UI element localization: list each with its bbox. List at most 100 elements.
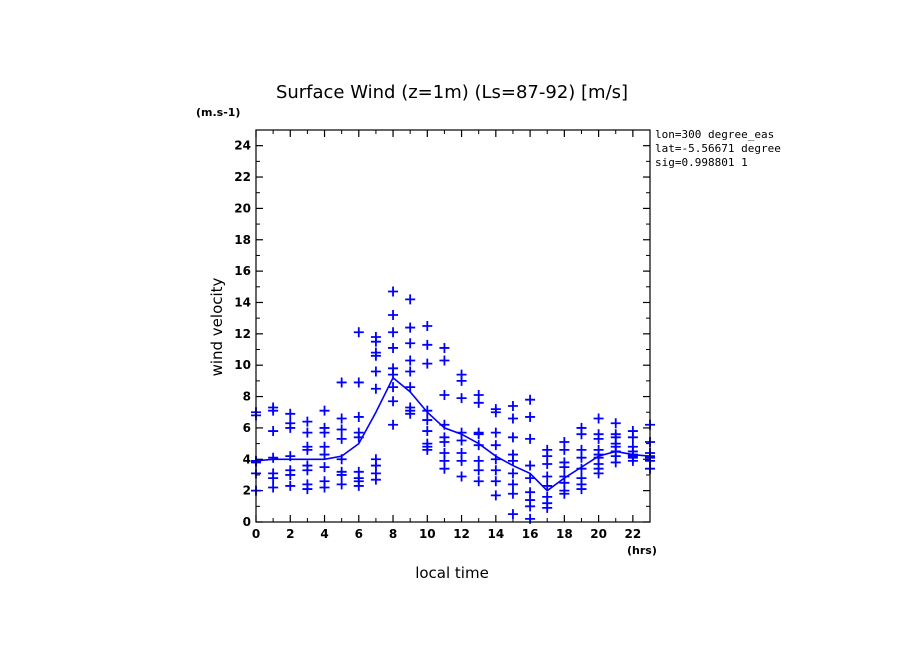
info-line-lon: lon=300 degree_eas bbox=[655, 128, 774, 141]
scatter-point bbox=[319, 449, 330, 460]
y-tick-label: 8 bbox=[243, 390, 251, 404]
scatter-point bbox=[302, 416, 313, 427]
scatter-point bbox=[422, 444, 433, 455]
y-tick-label: 16 bbox=[234, 264, 251, 278]
y-tick-label: 4 bbox=[243, 452, 251, 466]
mean-line bbox=[255, 376, 651, 492]
scatter-point bbox=[370, 383, 381, 394]
scatter-point bbox=[405, 408, 416, 419]
scatter-point bbox=[268, 473, 279, 484]
scatter-point bbox=[336, 424, 347, 435]
scatter-point bbox=[525, 411, 536, 422]
scatter-point bbox=[542, 480, 553, 491]
scatter-point bbox=[405, 338, 416, 349]
scatter-point bbox=[525, 501, 536, 512]
scatter-point bbox=[542, 471, 553, 482]
y-tick-label: 0 bbox=[243, 515, 251, 529]
scatter-point bbox=[422, 358, 433, 369]
scatter-point bbox=[370, 350, 381, 361]
scatter-point bbox=[507, 509, 518, 520]
scatter-point bbox=[507, 455, 518, 466]
scatter-point bbox=[542, 458, 553, 469]
scatter-point bbox=[336, 469, 347, 480]
scatter-point bbox=[507, 413, 518, 424]
scatter-point bbox=[422, 426, 433, 437]
scatter-point bbox=[319, 427, 330, 438]
scatter-point bbox=[439, 437, 450, 448]
scatter-point bbox=[405, 366, 416, 377]
scatter-point bbox=[353, 377, 364, 388]
scatter-point bbox=[336, 479, 347, 490]
scatter-point bbox=[268, 426, 279, 437]
scatter-point bbox=[525, 394, 536, 405]
y-tick-label: 12 bbox=[234, 327, 251, 341]
scatter-point bbox=[473, 397, 484, 408]
x-tick-label: 10 bbox=[419, 527, 436, 541]
scatter-point bbox=[456, 471, 467, 482]
scatter-point bbox=[559, 444, 570, 455]
scatter-point bbox=[285, 422, 296, 433]
scatter-point bbox=[336, 413, 347, 424]
x-tick-label: 22 bbox=[625, 527, 642, 541]
scatter-point bbox=[405, 322, 416, 333]
scatter-point bbox=[490, 427, 501, 438]
scatter-point bbox=[473, 429, 484, 440]
x-tick-label: 8 bbox=[389, 527, 397, 541]
scatter-point bbox=[456, 393, 467, 404]
y-tick-label: 20 bbox=[234, 201, 251, 215]
scatter-point bbox=[439, 342, 450, 353]
scatter-point bbox=[576, 452, 587, 463]
scatter-point bbox=[388, 327, 399, 338]
scatter-point bbox=[370, 474, 381, 485]
scatter-point bbox=[370, 336, 381, 347]
scatter-point bbox=[268, 405, 279, 416]
x-unit-label: (hrs) bbox=[627, 544, 657, 557]
scatter-point bbox=[388, 342, 399, 353]
scatter-point bbox=[405, 355, 416, 366]
scatter-point bbox=[319, 462, 330, 473]
scatter-point bbox=[422, 339, 433, 350]
scatter-point bbox=[627, 455, 638, 466]
scatter-point bbox=[302, 427, 313, 438]
scatter-point bbox=[559, 488, 570, 499]
scatter-point bbox=[593, 433, 604, 444]
x-tick-label: 14 bbox=[487, 527, 504, 541]
x-tick-label: 18 bbox=[556, 527, 573, 541]
scatter-point bbox=[490, 465, 501, 476]
scatter-point bbox=[507, 479, 518, 490]
scatter-point bbox=[388, 286, 399, 297]
scatter-point bbox=[439, 389, 450, 400]
scatter-point bbox=[507, 488, 518, 499]
scatter-point bbox=[302, 465, 313, 476]
scatter-point bbox=[285, 480, 296, 491]
scatter-point bbox=[456, 435, 467, 446]
scatter-point bbox=[559, 462, 570, 473]
scatter-point bbox=[422, 405, 433, 416]
scatter-point bbox=[370, 366, 381, 377]
scatter-point bbox=[473, 465, 484, 476]
x-tick-label: 20 bbox=[590, 527, 607, 541]
scatter-point bbox=[473, 455, 484, 466]
scatter-point bbox=[593, 468, 604, 479]
x-tick-label: 2 bbox=[286, 527, 294, 541]
scatter-point bbox=[285, 408, 296, 419]
y-tick-label: 22 bbox=[234, 170, 251, 184]
x-tick-label: 0 bbox=[252, 527, 260, 541]
scatter-point bbox=[593, 413, 604, 424]
scatter-point bbox=[388, 310, 399, 321]
scatter-point bbox=[302, 484, 313, 495]
y-tick-label: 24 bbox=[234, 139, 251, 153]
scatter-point bbox=[353, 480, 364, 491]
scatter-point bbox=[576, 429, 587, 440]
scatter-point bbox=[353, 327, 364, 338]
scatter-point bbox=[525, 433, 536, 444]
x-tick-label: 6 bbox=[355, 527, 363, 541]
y-tick-label: 18 bbox=[234, 233, 251, 247]
x-tick-label: 16 bbox=[522, 527, 539, 541]
scatter-point bbox=[439, 463, 450, 474]
y-tick-label: 6 bbox=[243, 421, 251, 435]
scatter-point bbox=[405, 294, 416, 305]
scatter-point bbox=[353, 411, 364, 422]
